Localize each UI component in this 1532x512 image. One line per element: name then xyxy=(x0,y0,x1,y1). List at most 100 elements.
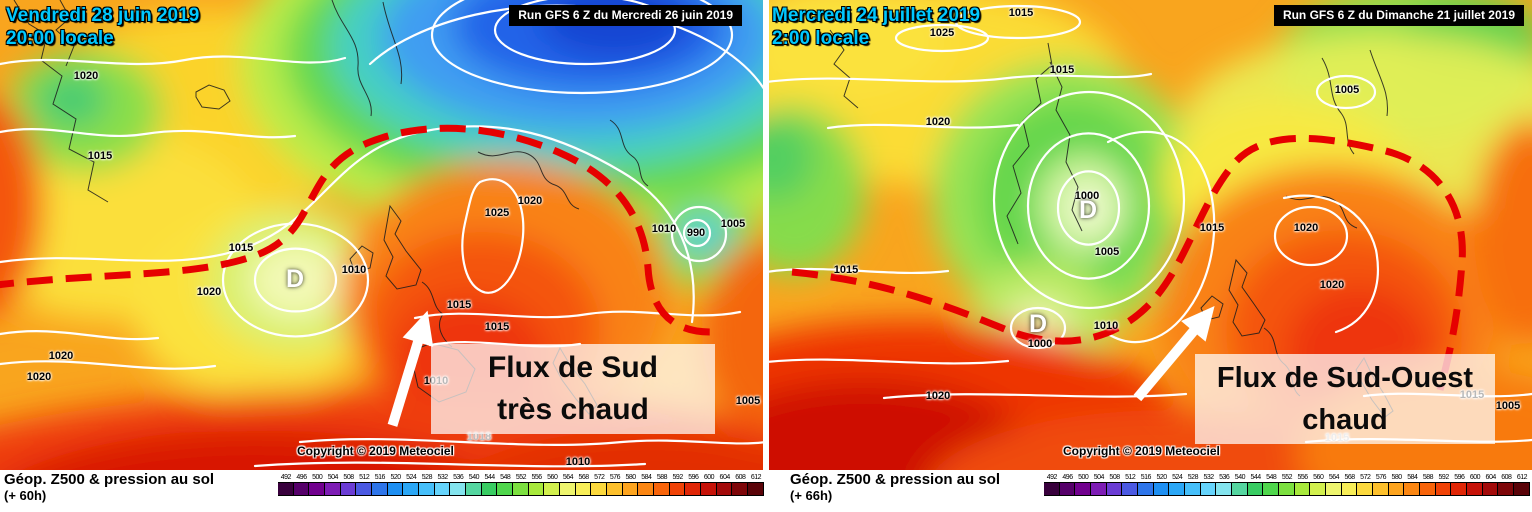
footer-title: Géop. Z500 & pression au sol xyxy=(790,471,1001,488)
colorbar-value: 496 xyxy=(296,474,307,481)
colorbar-swatch xyxy=(1482,482,1499,496)
colorbar-swatch xyxy=(1263,482,1280,496)
colorbar-cell: 576 xyxy=(1373,473,1389,496)
colorbar-cell: 612 xyxy=(748,473,764,496)
copyright-text: Copyright © 2019 Meteociel xyxy=(1063,444,1220,458)
colorbar-value: 596 xyxy=(1454,474,1465,481)
pressure-label: 1020 xyxy=(1293,222,1319,234)
valid-date-text: Mercredi 24 juillet 2019 xyxy=(772,5,981,26)
colorbar-cell: 604 xyxy=(1482,473,1499,496)
colorbar-swatch xyxy=(1153,482,1170,496)
colorbar-value: 600 xyxy=(1469,474,1481,481)
flux-dashed-line xyxy=(791,134,1466,391)
colorbar-value: 544 xyxy=(484,474,495,481)
colorbar-swatch xyxy=(372,482,388,496)
colorbar-value: 592 xyxy=(672,474,684,481)
map-panel-right: 1015 1025 1015 1005 1020 1000 1005 1015 1010 1000… xyxy=(766,0,1532,512)
colorbar-value: 612 xyxy=(1516,474,1528,481)
colorbar-value: 612 xyxy=(750,474,762,481)
colorbar-swatch xyxy=(356,482,373,496)
colorbar-swatch xyxy=(685,482,702,496)
pressure-label: 990 xyxy=(686,227,706,239)
pressure-label: 1020 xyxy=(26,371,52,383)
pressure-label: 1020 xyxy=(73,70,99,82)
colorbar-cell: 516 xyxy=(372,473,388,496)
map-footer: Géop. Z500 & pression au sol (+ 66h) 492… xyxy=(766,470,1532,512)
colorbar-value: 576 xyxy=(609,474,621,481)
colorbar-value: 516 xyxy=(1140,474,1152,481)
colorbar-cell: 520 xyxy=(1153,473,1170,496)
colorbar-cell: 540 xyxy=(466,473,482,496)
colorbar-swatch xyxy=(1044,482,1060,496)
colorbar-value: 548 xyxy=(1266,474,1277,481)
colorbar-swatch xyxy=(1279,482,1295,496)
copyright-text: Copyright © 2019 Meteociel xyxy=(297,444,454,458)
colorbar-cell: 556 xyxy=(1294,473,1311,496)
colorbar-value: 512 xyxy=(1125,474,1136,481)
low-pressure-marker: D xyxy=(1028,310,1048,339)
valid-time-text: 2:00 locale xyxy=(772,28,870,49)
colorbar-value: 580 xyxy=(625,474,637,481)
annotation-line-1: Flux de Sud xyxy=(487,351,658,384)
pressure-label: 1015 xyxy=(1008,7,1034,19)
colorbar-swatch xyxy=(560,482,576,496)
pressure-label: 1020 xyxy=(196,286,222,298)
colorbar-value: 584 xyxy=(1407,474,1418,481)
weather-map-right: 1015 1025 1015 1005 1020 1000 1005 1015 1010 1000… xyxy=(766,0,1532,470)
colorbar-cell: 512 xyxy=(356,473,373,496)
colorbar-value: 604 xyxy=(719,474,731,481)
colorbar-swatch xyxy=(622,482,639,496)
colorbar-swatch xyxy=(1138,482,1154,496)
colorbar-swatch xyxy=(1388,482,1405,496)
colorbar-cell: 492 xyxy=(1044,473,1060,496)
colorbar-swatch xyxy=(1091,482,1107,496)
date-header: Vendredi 28 juin 2019 20:00 locale xyxy=(6,4,199,50)
colorbar-cell: 592 xyxy=(669,473,686,496)
flux-dashed-line xyxy=(0,124,711,336)
pressure-label: 1015 xyxy=(446,299,472,311)
colorbar-value: 608 xyxy=(735,474,746,481)
colorbar-value: 528 xyxy=(1187,474,1199,481)
colorbar-swatch xyxy=(638,482,655,496)
colorbar-cell: 516 xyxy=(1138,473,1154,496)
colorbar-cell: 544 xyxy=(481,473,498,496)
colorbar-swatch xyxy=(1326,482,1342,496)
colorbar-value: 544 xyxy=(1250,474,1261,481)
pressure-label: 1020 xyxy=(48,350,74,362)
colorbar-value: 560 xyxy=(547,474,558,481)
colorbar-value: 524 xyxy=(1172,474,1183,481)
colorbar-value: 580 xyxy=(1391,474,1403,481)
colorbar-cell: 500 xyxy=(1075,473,1092,496)
colorbar-swatch xyxy=(669,482,686,496)
colorbar-swatch xyxy=(1498,482,1515,496)
colorbar-value: 536 xyxy=(453,474,464,481)
colorbar-value: 572 xyxy=(594,474,605,481)
colorbar-cell: 608 xyxy=(732,473,749,496)
colorbar-swatch xyxy=(1247,482,1264,496)
pressure-label: 1025 xyxy=(484,207,510,219)
colorbar-swatch xyxy=(434,482,451,496)
colorbar-value: 556 xyxy=(531,474,542,481)
forecast-step: (+ 60h) xyxy=(4,488,47,503)
colorbar-cell: 532 xyxy=(434,473,451,496)
colorbar-cell: 596 xyxy=(1451,473,1468,496)
colorbar-swatch xyxy=(1294,482,1311,496)
colorbar-value: 520 xyxy=(390,474,401,481)
annotation-line-2: chaud xyxy=(1302,404,1388,436)
colorbar-cell: 560 xyxy=(1310,473,1327,496)
low-pressure-marker: D xyxy=(1078,196,1098,225)
colorbar-swatch xyxy=(528,482,545,496)
weather-map-art xyxy=(0,0,766,470)
colorbar-cell: 532 xyxy=(1200,473,1217,496)
colorbar-cell: 536 xyxy=(1216,473,1233,496)
colorbar-cell: 504 xyxy=(325,473,341,496)
colorbar-cell: 492 xyxy=(278,473,294,496)
colorbar-swatch xyxy=(497,482,514,496)
colorbar-cell: 600 xyxy=(1467,473,1483,496)
colorbar-swatch xyxy=(513,482,529,496)
colorbar-cell: 508 xyxy=(340,473,357,496)
colorbar-swatch xyxy=(1357,482,1374,496)
colorbar-cell: 560 xyxy=(544,473,561,496)
colorbar-cell: 612 xyxy=(1514,473,1530,496)
